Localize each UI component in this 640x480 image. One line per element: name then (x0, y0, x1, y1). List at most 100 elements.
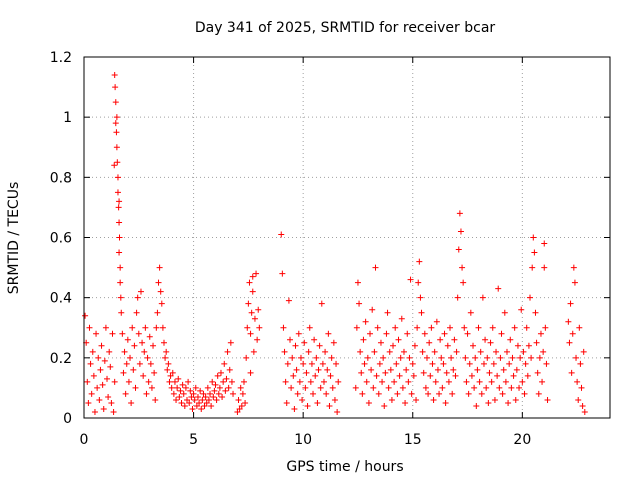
data-point (205, 396, 212, 403)
data-point (174, 384, 181, 391)
data-point (292, 342, 299, 349)
data-point (537, 330, 544, 337)
data-point (294, 390, 301, 397)
data-point (385, 384, 392, 391)
data-point (493, 348, 500, 355)
data-point (251, 315, 258, 322)
data-point (306, 324, 313, 331)
data-point (499, 390, 506, 397)
data-point (390, 342, 397, 349)
x-tick-label: 0 (80, 432, 89, 448)
data-point (461, 324, 468, 331)
data-point (96, 396, 103, 403)
data-point (201, 402, 208, 409)
data-point (498, 330, 505, 337)
data-point (507, 336, 514, 343)
data-point (136, 360, 143, 367)
data-point (95, 354, 102, 361)
data-point (117, 294, 124, 301)
data-point (239, 390, 246, 397)
data-point (210, 393, 217, 400)
data-point (254, 336, 261, 343)
data-point (236, 405, 243, 412)
data-point (407, 276, 414, 283)
data-point (169, 369, 176, 376)
data-point (384, 309, 391, 316)
data-point (192, 384, 199, 391)
data-point (452, 372, 459, 379)
data-point (124, 336, 131, 343)
data-point (320, 378, 327, 385)
data-point (372, 264, 379, 271)
data-point (414, 324, 421, 331)
data-point (330, 339, 337, 346)
data-point (423, 354, 430, 361)
data-point (156, 264, 163, 271)
data-point (111, 72, 118, 79)
data-point (506, 360, 513, 367)
data-point (397, 354, 404, 361)
data-point (221, 360, 228, 367)
data-point (388, 396, 395, 403)
data-point (517, 354, 524, 361)
data-point (581, 408, 588, 415)
data-point (248, 309, 255, 316)
y-tick-labels: 0 0.2 0.4 0.6 0.8 1 1.2 (50, 50, 72, 427)
y-tick-label: 0.2 (50, 351, 72, 367)
data-point (334, 408, 341, 415)
data-point (370, 384, 377, 391)
data-point (191, 396, 198, 403)
data-point (516, 384, 523, 391)
data-point (158, 300, 165, 307)
data-point (220, 378, 227, 385)
data-point (488, 378, 495, 385)
data-point (105, 393, 112, 400)
data-point (250, 348, 257, 355)
data-point (307, 378, 314, 385)
data-point (166, 378, 173, 385)
data-point (326, 402, 333, 409)
data-point (460, 279, 467, 286)
data-point (278, 231, 285, 238)
data-point (150, 342, 157, 349)
data-point (536, 354, 543, 361)
data-point (578, 384, 585, 391)
data-point (308, 360, 315, 367)
data-point (193, 402, 200, 409)
data-point (245, 300, 252, 307)
data-point (368, 366, 375, 373)
data-point (148, 384, 155, 391)
data-point (567, 300, 574, 307)
data-point (120, 369, 127, 376)
data-point (82, 312, 89, 319)
data-point (134, 294, 141, 301)
data-point (238, 402, 245, 409)
data-point (118, 309, 125, 316)
data-point (112, 84, 119, 91)
data-point (483, 384, 490, 391)
data-point (295, 330, 302, 337)
data-point (147, 360, 154, 367)
y-tick-label: 0.8 (50, 170, 72, 186)
data-point (533, 339, 540, 346)
data-point (512, 396, 519, 403)
data-point (566, 339, 573, 346)
data-point (508, 384, 515, 391)
data-point (199, 396, 206, 403)
data-point (151, 369, 158, 376)
data-point (408, 390, 415, 397)
data-point (463, 378, 470, 385)
data-point (519, 378, 526, 385)
data-point (146, 333, 153, 340)
data-point (177, 387, 184, 394)
data-point (439, 384, 446, 391)
data-point (170, 390, 177, 397)
data-point (316, 342, 323, 349)
data-point (141, 348, 148, 355)
data-point (393, 360, 400, 367)
data-point (333, 360, 340, 367)
data-point (318, 300, 325, 307)
data-point (84, 378, 91, 385)
data-point (100, 405, 107, 412)
data-point (539, 378, 546, 385)
